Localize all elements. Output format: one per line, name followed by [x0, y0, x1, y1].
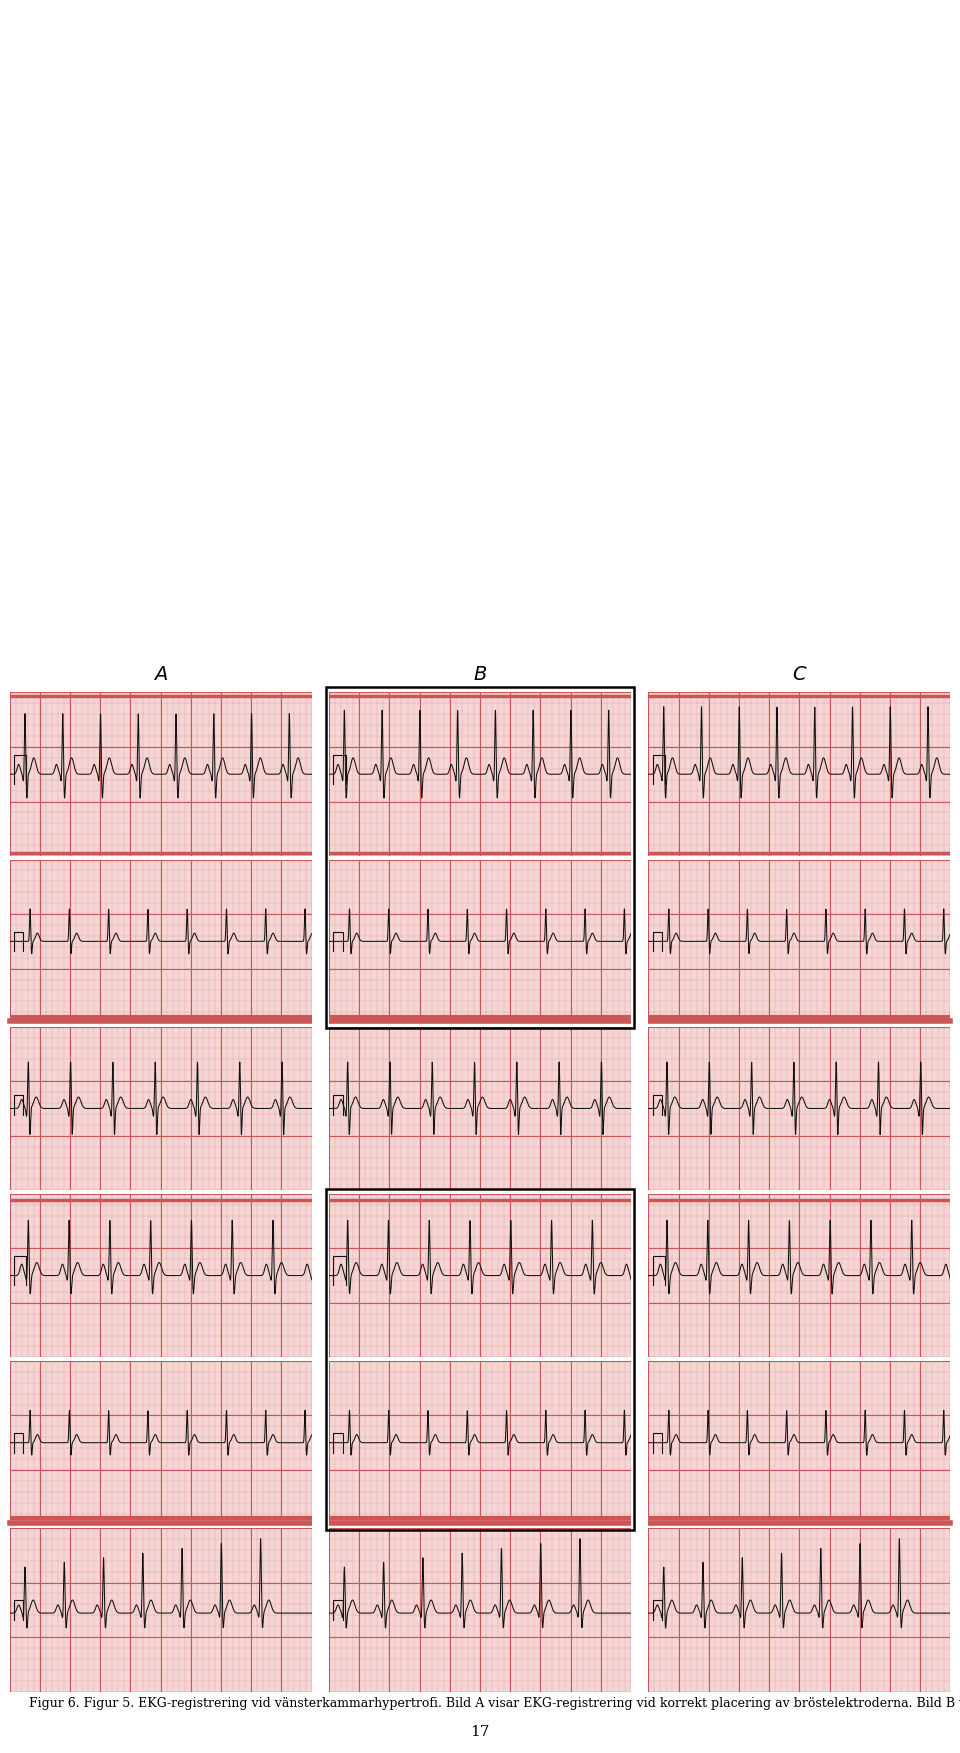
Text: Figur 6. Figur 5. EKG-registrering vid vänsterkammarhypertrofi. Bild A visar EKG: Figur 6. Figur 5. EKG-registrering vid v… — [29, 1697, 960, 1709]
Text: 17: 17 — [470, 1725, 490, 1739]
Text: C: C — [793, 664, 806, 684]
Text: A: A — [154, 664, 167, 684]
Text: B: B — [473, 664, 487, 684]
